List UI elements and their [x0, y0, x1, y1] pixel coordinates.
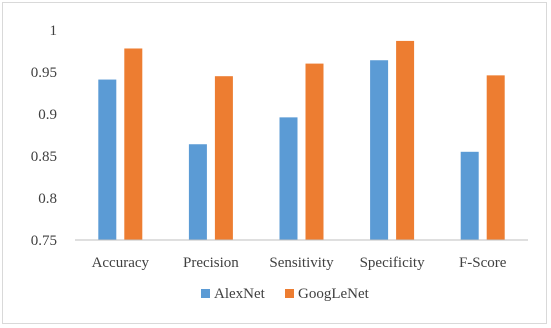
bar-googlenet-f-score [486, 75, 505, 240]
legend-swatch-alexnet [201, 289, 210, 298]
legend-label-alexnet: AlexNet [214, 286, 266, 302]
bar-alexnet-specificity [370, 60, 389, 240]
x-category-label: F-Score [459, 255, 507, 271]
chart-frame [2, 2, 547, 324]
bar-googlenet-sensitivity [305, 63, 324, 240]
y-tick-label: 0.9 [38, 107, 57, 123]
bar-alexnet-sensitivity [279, 117, 298, 240]
bar-alexnet-precision [188, 144, 207, 240]
bar-alexnet-accuracy [98, 79, 117, 240]
y-tick-label: 0.95 [31, 65, 57, 81]
y-tick-label: 1 [50, 23, 58, 39]
y-tick-label: 0.8 [38, 191, 57, 207]
y-tick-label: 0.85 [31, 149, 57, 165]
x-axis-categories: Accuracy Precision Sensitivity Specificity F… [92, 255, 507, 271]
x-category-label: Accuracy [92, 255, 150, 271]
x-category-label: Sensitivity [269, 255, 334, 271]
bar-googlenet-accuracy [124, 48, 143, 241]
legend: AlexNet GoogLeNet [201, 286, 370, 302]
bars [98, 40, 505, 241]
legend-label-googlenet: GoogLeNet [298, 286, 370, 302]
bar-alexnet-f-score [460, 151, 479, 240]
bar-googlenet-precision [214, 76, 233, 240]
x-category-label: Precision [183, 255, 239, 271]
x-category-label: Specificity [360, 255, 425, 271]
legend-swatch-googlenet [285, 289, 294, 298]
y-tick-label: 0.75 [31, 233, 57, 249]
bar-googlenet-specificity [396, 40, 415, 240]
y-axis-ticks: 0.75 0.8 0.85 0.9 0.95 1 [31, 23, 57, 249]
